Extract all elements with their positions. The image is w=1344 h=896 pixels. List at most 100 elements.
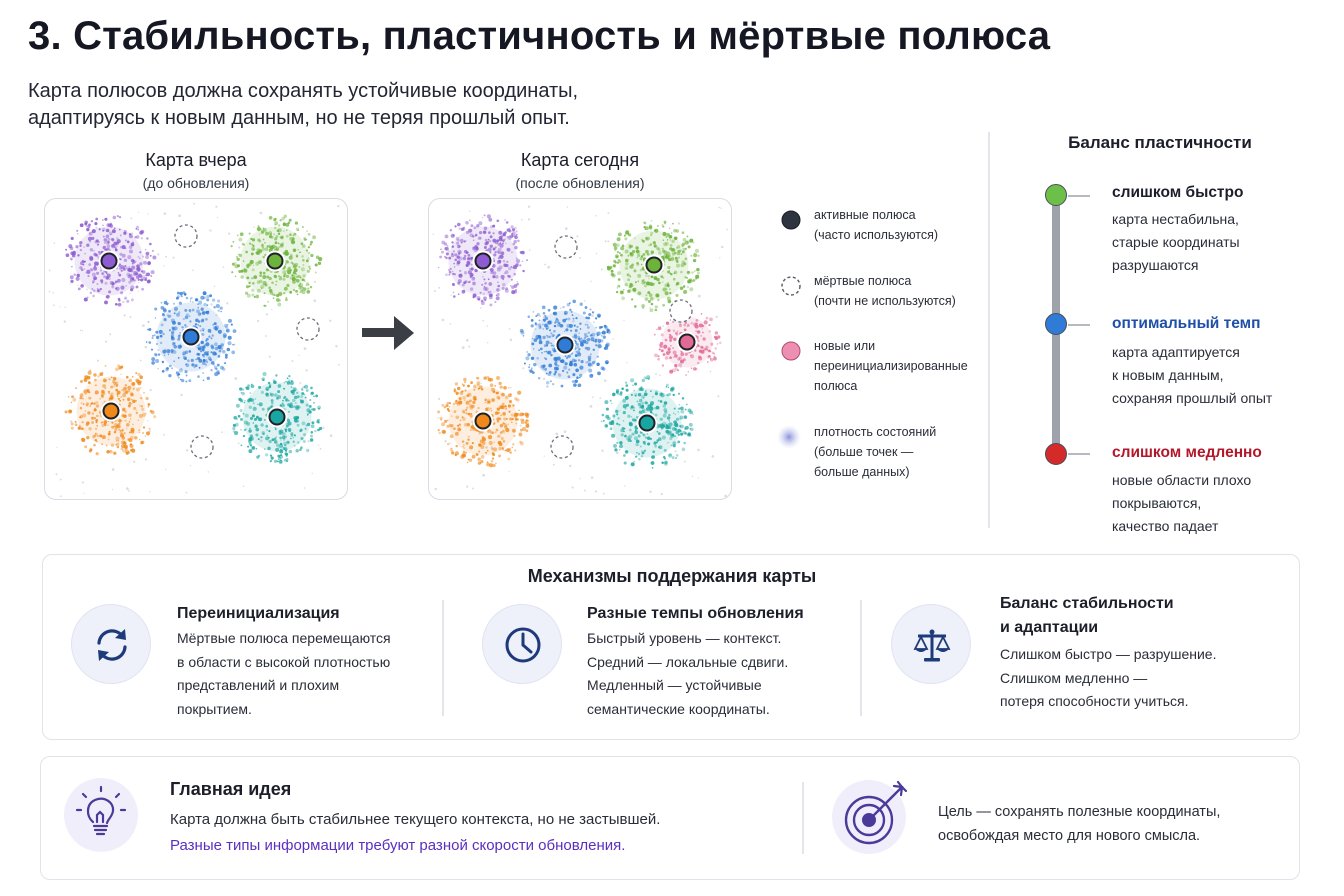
balance-dot-optimal — [1045, 313, 1067, 335]
mechanism-balance-title-line2: и адаптации — [1000, 619, 1099, 636]
active-pole-icon — [781, 210, 801, 230]
main-idea-panel — [40, 756, 1300, 880]
active-pole — [556, 336, 574, 354]
mechanism-balance-title: Баланс стабильности и адаптации — [1000, 592, 1174, 640]
balance-fast-label: слишком быстро — [1112, 184, 1244, 201]
dead-pole — [554, 235, 578, 259]
legend-density-line1: плотность состояний — [814, 425, 937, 439]
goal-text: Цель — сохранять полезные координаты, ос… — [938, 800, 1278, 848]
active-pole — [474, 252, 492, 270]
balance-slow-text: новые области плохо покрываются, качеств… — [1112, 469, 1332, 538]
dead-pole — [296, 317, 320, 341]
map-today-header: Карта сегодня (после обновления) — [428, 150, 732, 191]
legend-new-line1: новые или — [814, 339, 876, 353]
page-title: 3. Стабильность, пластичность и мёртвые … — [28, 14, 1051, 58]
legend-active-line1: активные полюса — [814, 208, 916, 222]
mechanisms-title: Механизмы поддержания карты — [527, 566, 817, 586]
balance-slow-line3: качество падает — [1112, 518, 1219, 534]
mechanism-reinit-line1: Мёртвые полюса перемещаются — [177, 630, 391, 646]
balance-optimal-line3: сохраняя прошлый опыт — [1112, 390, 1273, 406]
map-yesterday-canvas — [48, 202, 340, 498]
mechanism-reinit-line2: в области с высокой плотностью — [177, 653, 391, 670]
active-pole — [645, 256, 663, 274]
mechanism-rates-line4: семантические координаты. — [587, 700, 770, 717]
dead-pole — [669, 299, 693, 323]
subtitle-line-2: адаптируясь к новым данным, но не теряя … — [28, 107, 570, 129]
mechanism-divider-2 — [860, 600, 862, 716]
balance-optimal-label: оптимальный темп — [1112, 315, 1261, 332]
mechanism-rates-text: Быстрый уровень — контекст. Средний — ло… — [587, 627, 788, 721]
mechanism-rates-title: Разные темпы обновления — [587, 605, 804, 622]
lightbulb-icon — [64, 778, 138, 852]
legend-dead-line1: мёртвые полюса — [814, 274, 912, 288]
balance-dot-slow — [1045, 443, 1067, 465]
mechanism-reinit-title: Переинициализация — [177, 605, 340, 622]
active-pole — [266, 252, 284, 270]
density-icon — [777, 425, 801, 449]
clock-icon — [482, 604, 562, 684]
map-today-subtitle: (после обновления) — [515, 175, 645, 191]
section-divider — [988, 132, 990, 528]
mechanism-balance-text: Слишком быстро — разрушение. Слишком мед… — [1000, 643, 1216, 714]
map-yesterday-subtitle: (до обновления) — [142, 175, 250, 191]
balance-title: Баланс пластичности — [1068, 133, 1252, 152]
active-pole — [268, 408, 286, 426]
mechanism-reinit-line4: покрытием. — [177, 700, 252, 717]
density-cloud — [145, 291, 237, 383]
legend-new-line2: переинициализированные — [814, 359, 968, 373]
mechanism-reinit-text: Мёртвые полюса перемещаются в области с … — [177, 627, 391, 721]
mechanism-balance-line1: Слишком быстро — разрушение. — [1000, 646, 1217, 662]
mechanism-reinit-line3: представлений и плохим — [177, 677, 340, 693]
mechanism-rates-line3: Медленный — устойчивые — [587, 677, 762, 693]
mechanism-rates-line1: Быстрый уровень — контекст. — [587, 630, 782, 646]
balance-slow-label: слишком медленно — [1112, 444, 1262, 461]
dead-pole-icon — [781, 276, 801, 296]
legend-density-line3: больше данных) — [814, 465, 910, 479]
mechanism-balance-line3: потеря способности учиться. — [1000, 693, 1189, 709]
scales-icon — [891, 604, 971, 684]
legend-dead-line2: (почти не используются) — [814, 294, 956, 308]
transition-arrow-icon — [362, 316, 414, 350]
balance-tick-fast — [1068, 195, 1090, 197]
main-idea-title: Главная идея — [170, 779, 292, 799]
active-pole — [638, 414, 656, 432]
subtitle-line-1: Карта полюсов должна сохранять устойчивы… — [28, 80, 579, 102]
goal-line1: Цель — сохранять полезные координаты, — [938, 804, 1221, 820]
dead-pole — [550, 435, 574, 459]
mechanism-rates-line2: Средний — локальные сдвиги. — [587, 653, 789, 670]
balance-slow-line1: новые области плохо — [1112, 472, 1252, 488]
main-idea-line1: Карта должна быть стабильнее текущего ко… — [170, 811, 661, 828]
balance-fast-text: карта нестабильна, старые координаты раз… — [1112, 208, 1332, 277]
balance-optimal-text: карта адаптируется к новым данным, сохра… — [1112, 341, 1332, 410]
target-icon — [832, 780, 908, 854]
balance-tick-slow — [1068, 453, 1090, 455]
map-today — [428, 198, 732, 500]
active-pole — [102, 402, 120, 420]
map-today-title: Карта сегодня — [520, 150, 640, 170]
map-today-canvas — [432, 205, 728, 498]
new-pole — [678, 333, 696, 351]
legend-new-line3: полюса — [814, 379, 858, 393]
active-pole — [100, 252, 118, 270]
balance-fast-line1: карта нестабильна, — [1112, 211, 1239, 227]
dead-pole — [190, 435, 214, 459]
new-pole-icon — [781, 341, 801, 361]
map-yesterday-title: Карта вчера — [145, 150, 247, 170]
balance-optimal-line2: к новым данным, — [1112, 367, 1224, 383]
main-idea-divider — [802, 782, 804, 854]
mechanism-balance-title-line1: Баланс стабильности — [1000, 595, 1174, 612]
dead-pole — [174, 224, 198, 248]
main-idea-line2: Разные типы информации требуют разной ск… — [170, 837, 626, 854]
goal-line2: освобождая место для нового смысла. — [938, 828, 1201, 844]
refresh-icon — [71, 604, 151, 684]
active-pole — [182, 328, 200, 346]
active-pole — [474, 412, 492, 430]
mechanisms-panel — [42, 554, 1300, 740]
legend-active-line2: (часто используются) — [814, 228, 939, 242]
legend-density-line2: (больше точек — — [814, 445, 914, 459]
balance-dot-fast — [1045, 184, 1067, 206]
balance-tick-optimal — [1068, 324, 1090, 326]
balance-fast-line2: старые координаты — [1112, 234, 1240, 250]
mechanism-balance-line2: Слишком медленно — — [1000, 669, 1148, 686]
balance-fast-line3: разрушаются — [1112, 257, 1199, 273]
